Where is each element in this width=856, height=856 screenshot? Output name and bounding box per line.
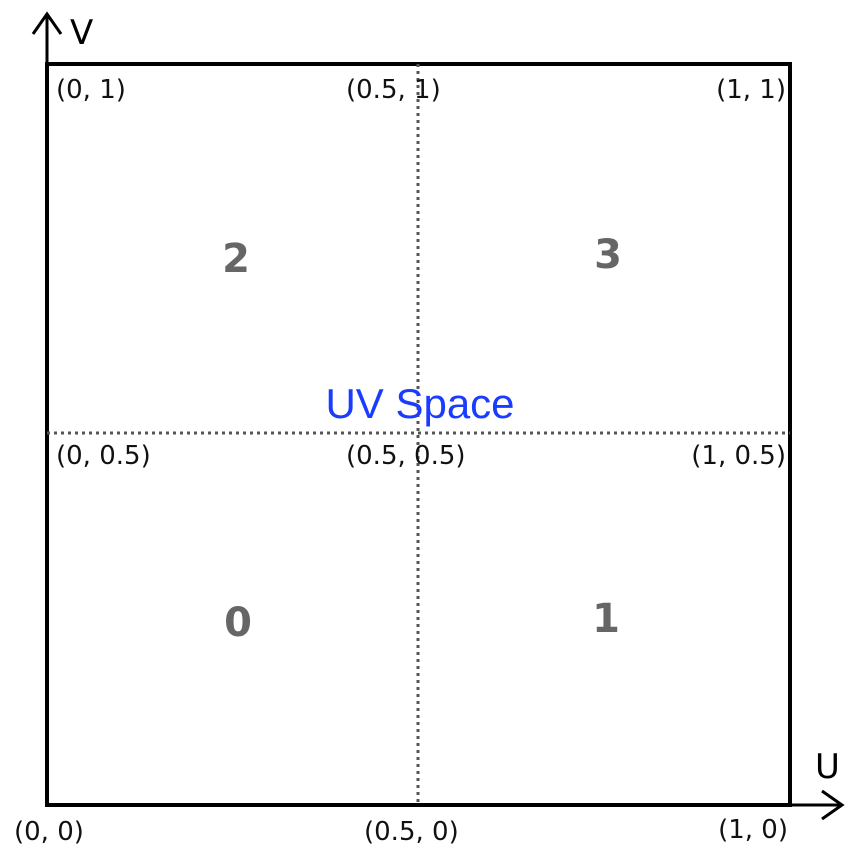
u-axis-label: U	[815, 747, 840, 787]
coord-top-right: (1, 1)	[716, 75, 786, 105]
quadrant-2-label: 2	[222, 236, 250, 282]
coord-bottom-left: (0, 0)	[14, 817, 84, 847]
quadrant-0-label: 0	[224, 600, 252, 646]
coord-top-mid: (0.5, 1)	[346, 75, 441, 105]
quadrant-1-label: 1	[592, 596, 620, 642]
coord-bottom-mid: (0.5, 0)	[364, 817, 459, 847]
quadrant-3-label: 3	[594, 232, 622, 278]
u-axis-arrowhead	[821, 789, 845, 821]
coord-bottom-right: (1, 0)	[718, 815, 788, 845]
v-axis-arrowhead	[31, 11, 63, 35]
coord-center: (0.5, 0.5)	[346, 441, 466, 471]
v-axis-label: V	[70, 13, 93, 53]
coord-mid-left: (0, 0.5)	[56, 441, 151, 471]
coord-top-left: (0, 1)	[56, 75, 126, 105]
diagram-title: UV Space	[325, 380, 514, 427]
coord-mid-right: (1, 0.5)	[691, 441, 786, 471]
